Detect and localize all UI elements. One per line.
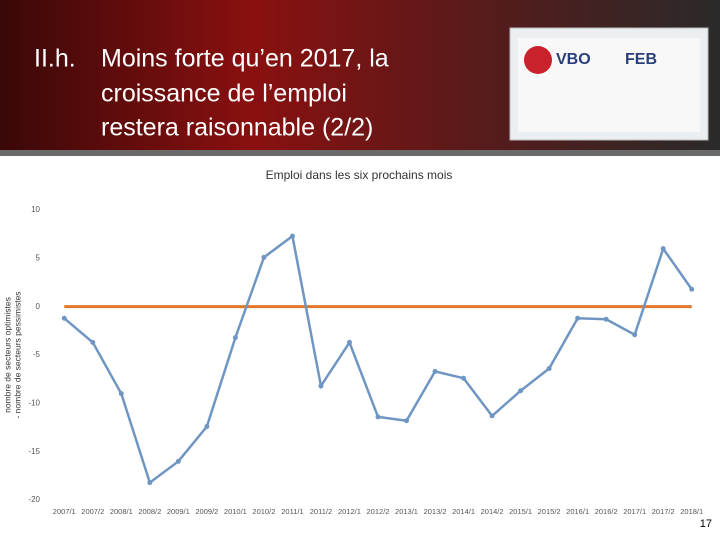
x-tick-label: 2012/2 xyxy=(367,507,390,516)
x-tick-label: 2016/2 xyxy=(595,507,618,516)
sign-logo xyxy=(524,46,552,74)
x-tick-label: 2014/1 xyxy=(452,507,475,516)
y-axis-label: nombre de secteurs optimistes xyxy=(2,297,12,413)
data-point xyxy=(546,366,552,372)
y-tick-label: -15 xyxy=(28,447,40,456)
x-tick-label: 2012/1 xyxy=(338,507,361,516)
data-point xyxy=(489,413,495,419)
title-number: II.h. xyxy=(34,45,76,73)
y-tick-label: 0 xyxy=(36,302,41,311)
data-point xyxy=(432,368,438,374)
data-point xyxy=(90,339,96,345)
data-point xyxy=(603,316,609,322)
data-point xyxy=(660,246,666,252)
x-tick-label: 2008/2 xyxy=(138,507,161,516)
x-tick-label: 2011/2 xyxy=(310,507,332,516)
sign-text: FEB xyxy=(625,51,657,68)
data-line xyxy=(63,233,693,485)
title-line: restera raisonnable (2/2) xyxy=(101,114,373,142)
chart-title: Emploi dans les six prochains mois xyxy=(266,168,453,182)
x-tick-label: 2009/2 xyxy=(195,507,218,516)
header-strip xyxy=(0,150,720,156)
x-tick-label: 2010/2 xyxy=(252,507,275,516)
x-tick-label: 2007/2 xyxy=(81,507,104,516)
data-point xyxy=(689,286,695,292)
x-tick-label: 2015/2 xyxy=(538,507,561,516)
data-point xyxy=(61,315,67,321)
x-tick-label: 2016/1 xyxy=(566,507,589,516)
title-line: croissance de l’emploi xyxy=(101,80,347,108)
x-tick-label: 2009/1 xyxy=(167,507,190,516)
data-point xyxy=(232,335,238,341)
x-tick-label: 2015/1 xyxy=(509,507,532,516)
y-tick-label: -5 xyxy=(33,350,41,359)
x-tick-label: 2011/1 xyxy=(281,507,303,516)
x-tick-label: 2014/2 xyxy=(481,507,504,516)
data-point xyxy=(204,424,210,430)
data-point xyxy=(318,383,324,389)
data-point xyxy=(346,339,352,345)
x-tick-label: 2017/2 xyxy=(652,507,675,516)
data-point xyxy=(375,414,381,420)
data-point xyxy=(175,458,181,464)
y-tick-label: -20 xyxy=(28,495,40,504)
x-tick-label: 2010/1 xyxy=(224,507,247,516)
x-tick-label: 2007/1 xyxy=(53,507,76,516)
data-point xyxy=(518,388,524,394)
y-tick-label: 10 xyxy=(31,205,40,214)
x-tick-label: 2013/2 xyxy=(424,507,447,516)
x-tick-label: 2018/1 xyxy=(680,507,703,516)
data-point xyxy=(289,233,295,239)
y-axis-label: - nombre de secteurs pessimistes xyxy=(12,291,22,418)
data-point xyxy=(461,375,467,381)
x-tick-label: 2013/1 xyxy=(395,507,418,516)
data-point xyxy=(575,315,581,321)
y-tick-label: -10 xyxy=(28,398,40,407)
page-number: 17 xyxy=(700,518,712,530)
y-tick-label: 5 xyxy=(36,253,41,262)
data-point xyxy=(147,480,153,486)
data-point xyxy=(261,254,267,260)
data-point xyxy=(404,418,410,424)
sign-text: VBO xyxy=(556,51,591,68)
data-point xyxy=(632,332,638,338)
data-point xyxy=(118,391,124,397)
x-tick-label: 2017/1 xyxy=(623,507,646,516)
x-tick-label: 2008/1 xyxy=(110,507,133,516)
title-line: Moins forte qu’en 2017, la xyxy=(101,45,389,73)
